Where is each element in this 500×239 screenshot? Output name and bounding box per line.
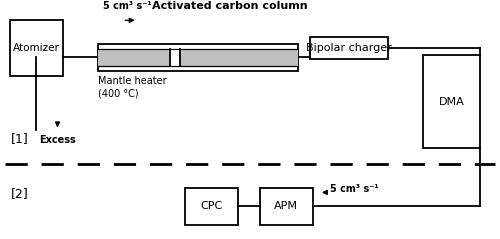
- Text: 5 cm³ s⁻¹: 5 cm³ s⁻¹: [330, 184, 378, 194]
- Text: APM: APM: [274, 201, 298, 211]
- Text: Bipolar charger: Bipolar charger: [306, 43, 392, 53]
- Text: DMA: DMA: [438, 97, 464, 107]
- Bar: [180, 49, 298, 66]
- Text: Excess: Excess: [39, 135, 76, 145]
- Text: Activated carbon column: Activated carbon column: [152, 1, 308, 11]
- Bar: [98, 44, 298, 71]
- Bar: [422, 55, 480, 148]
- Text: [2]: [2]: [11, 187, 29, 200]
- Text: Mantle heater
(400 °C): Mantle heater (400 °C): [98, 76, 167, 98]
- Bar: [98, 49, 170, 66]
- Bar: [185, 188, 238, 225]
- Text: [1]: [1]: [11, 132, 29, 145]
- Text: Atomizer: Atomizer: [13, 43, 60, 53]
- Bar: [10, 20, 62, 76]
- Text: 5 cm³ s⁻¹: 5 cm³ s⁻¹: [103, 1, 152, 11]
- Text: CPC: CPC: [200, 201, 222, 211]
- Bar: [310, 37, 388, 59]
- Bar: [260, 188, 312, 225]
